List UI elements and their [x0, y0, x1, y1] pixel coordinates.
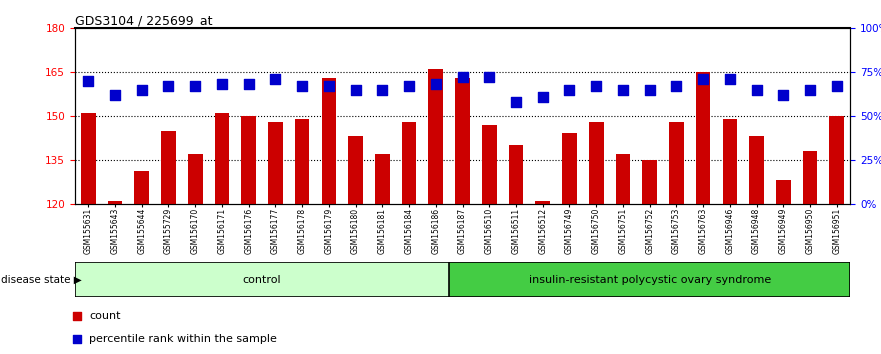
Point [269, 76, 283, 82]
Bar [562, 133, 577, 204]
Point [482, 75, 496, 80]
Point [509, 99, 523, 105]
Bar [295, 119, 309, 204]
Point [332, 45, 346, 51]
Bar [696, 72, 710, 204]
Point [295, 83, 309, 89]
Point [589, 83, 603, 89]
Bar [536, 201, 550, 204]
Point [215, 81, 229, 87]
Bar [161, 131, 176, 204]
Bar [449, 262, 850, 297]
Bar [455, 78, 470, 204]
Bar [348, 136, 363, 204]
Bar [482, 125, 497, 204]
Bar [135, 171, 149, 204]
Point [189, 83, 203, 89]
Point [349, 87, 363, 92]
Text: percentile rank within the sample: percentile rank within the sample [90, 334, 278, 344]
Bar [107, 201, 122, 204]
Bar [508, 145, 523, 204]
Point [455, 75, 470, 80]
Bar [241, 116, 256, 204]
Point [670, 83, 684, 89]
Bar [776, 180, 790, 204]
Text: insulin-resistant polycystic ovary syndrome: insulin-resistant polycystic ovary syndr… [529, 275, 771, 285]
Point [830, 83, 844, 89]
Text: control: control [242, 275, 281, 285]
Bar [803, 151, 818, 204]
Bar [402, 122, 417, 204]
Bar [589, 122, 603, 204]
Point [322, 83, 336, 89]
Point [722, 76, 737, 82]
Point [616, 87, 630, 92]
Bar [669, 122, 684, 204]
Bar [375, 154, 389, 204]
Point [750, 87, 764, 92]
Bar [829, 116, 844, 204]
Point [241, 81, 255, 87]
Point [562, 87, 576, 92]
Bar [322, 78, 337, 204]
Bar [215, 113, 229, 204]
Bar [75, 262, 449, 297]
Point [402, 83, 416, 89]
Point [161, 83, 175, 89]
Bar [749, 136, 764, 204]
Point [803, 87, 817, 92]
Text: disease state ▶: disease state ▶ [1, 275, 82, 285]
Bar [268, 122, 283, 204]
Point [642, 87, 656, 92]
Bar [81, 113, 96, 204]
Bar [642, 160, 657, 204]
Text: count: count [90, 311, 121, 321]
Point [429, 81, 443, 87]
Bar [428, 69, 443, 204]
Point [536, 94, 550, 99]
Text: GDS3104 / 225699_at: GDS3104 / 225699_at [75, 14, 212, 27]
Point [135, 87, 149, 92]
Point [776, 92, 790, 98]
Bar [188, 154, 203, 204]
Bar [722, 119, 737, 204]
Point [332, 253, 346, 259]
Point [108, 92, 122, 98]
Point [81, 78, 95, 84]
Bar [616, 154, 630, 204]
Point [375, 87, 389, 92]
Point [696, 76, 710, 82]
